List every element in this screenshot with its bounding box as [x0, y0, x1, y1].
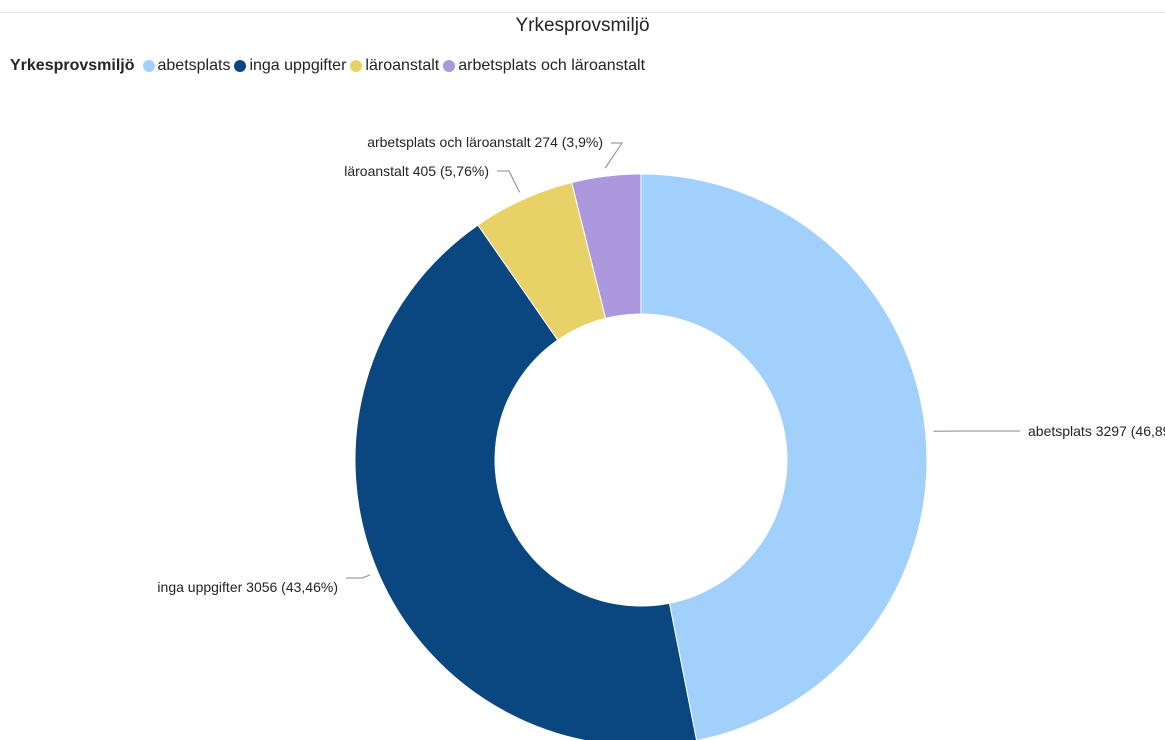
legend-items: abetsplats inga uppgifter läroanstalt arbet…	[142, 57, 650, 75]
data-label: inga uppgifter 3056 (43,46%)	[157, 579, 338, 595]
legend-title: Yrkesprovsmiljö	[10, 57, 135, 74]
data-label: arbetsplats och läroanstalt 274 (3,9%)	[367, 134, 603, 150]
legend-swatch	[234, 60, 247, 72]
donut-slice[interactable]	[354, 224, 698, 740]
top-divider	[0, 12, 1165, 13]
legend-label: inga uppgifter	[249, 57, 347, 74]
data-label: abetsplats 3297 (46,89%)	[1028, 423, 1165, 439]
legend-swatch	[350, 60, 363, 72]
leader-line	[604, 142, 623, 169]
legend-swatch	[443, 60, 456, 72]
chart-legend: Yrkesprovsmiljö abetsplats inga uppgifter…	[10, 57, 649, 75]
legend-label: arbetsplats och läroanstalt	[458, 57, 646, 74]
legend-item[interactable]: läroanstalt	[350, 57, 439, 75]
legend-item[interactable]: inga uppgifter	[234, 57, 346, 75]
legend-item[interactable]: abetsplats	[142, 57, 231, 75]
chart-title: Yrkesprovsmiljö	[515, 15, 650, 36]
donut-slice[interactable]	[640, 173, 928, 740]
legend-swatch	[142, 60, 155, 72]
legend-label: abetsplats	[157, 57, 231, 74]
data-label: läroanstalt 405 (5,76%)	[344, 163, 489, 179]
leader-line	[497, 170, 521, 193]
legend-label: läroanstalt	[365, 57, 440, 74]
donut-slice[interactable]	[571, 173, 642, 319]
leader-line	[346, 574, 371, 579]
legend-item[interactable]: arbetsplats och läroanstalt	[443, 57, 645, 75]
